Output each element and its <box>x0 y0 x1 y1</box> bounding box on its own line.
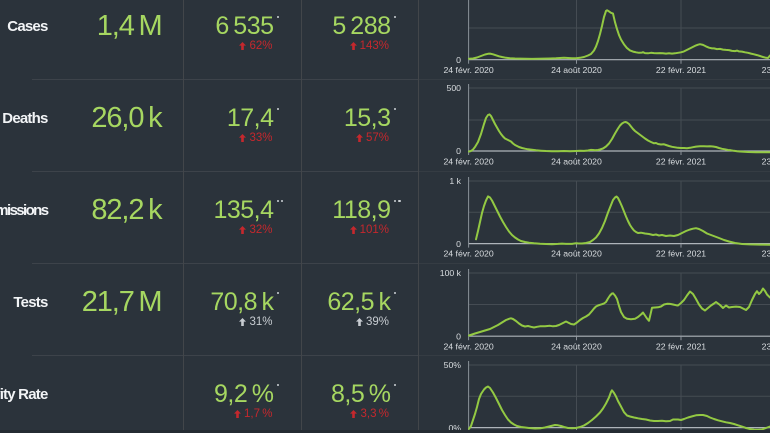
svg-text:50%: 50% <box>444 360 462 370</box>
svg-text:23 août 2021: 23 août 2021 <box>762 249 770 259</box>
svg-text:100 k: 100 k <box>440 268 462 278</box>
svg-text:24 août 2020: 24 août 2020 <box>551 65 602 75</box>
svg-text:23 août 2021: 23 août 2021 <box>762 65 770 75</box>
svg-text:24 août 2020: 24 août 2020 <box>551 341 602 351</box>
svg-text:0: 0 <box>456 55 461 65</box>
svg-text:24 août 2020: 24 août 2020 <box>551 156 602 166</box>
svg-text:24 févr. 2020: 24 févr. 2020 <box>443 249 493 259</box>
svg-text:1 k: 1 k <box>449 176 461 186</box>
svg-text:24 févr. 2020: 24 févr. 2020 <box>443 341 493 351</box>
svg-text:23 août 2021: 23 août 2021 <box>762 156 770 166</box>
svg-text:500: 500 <box>447 83 462 93</box>
svg-text:22 févr. 2021: 22 févr. 2021 <box>656 156 706 166</box>
svg-text:24 févr. 2020: 24 févr. 2020 <box>443 156 493 166</box>
svg-text:22 févr. 2021: 22 févr. 2021 <box>656 341 706 351</box>
svg-text:23 août 2021: 23 août 2021 <box>762 341 770 351</box>
svg-text:22 févr. 2021: 22 févr. 2021 <box>656 249 706 259</box>
svg-text:22 févr. 2021: 22 févr. 2021 <box>656 65 706 75</box>
svg-text:0: 0 <box>456 239 461 249</box>
svg-text:24 févr. 2020: 24 févr. 2020 <box>443 65 493 75</box>
svg-text:0: 0 <box>456 331 461 341</box>
svg-text:0: 0 <box>456 146 461 156</box>
svg-text:24 août 2020: 24 août 2020 <box>551 249 602 259</box>
svg-text:0%: 0% <box>448 423 461 433</box>
